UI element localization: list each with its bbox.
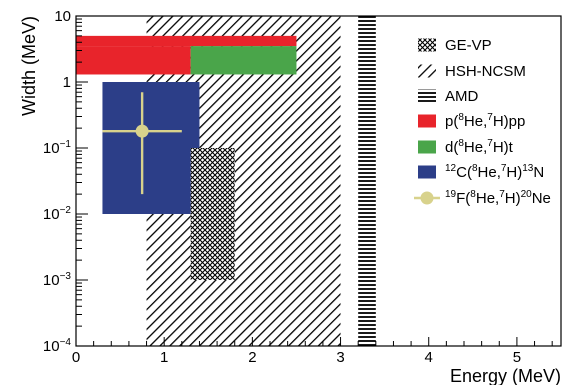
- box-ge-vp-0: [190, 148, 235, 280]
- legend: GE-VP HSH-NCSM AMD p(8He,7H)pp d(8He,7H)t 12C…: [414, 37, 551, 207]
- x-tick-label: 1: [160, 349, 168, 366]
- box-p-pp-1: [76, 46, 191, 75]
- x-axis: 0 1 2 3 4 5: [72, 337, 553, 366]
- y-axis: 10−4 10−3 10−2 10−1 1 10: [43, 8, 88, 355]
- legend-label: d(8He,7H)t: [445, 138, 514, 156]
- legend-entry-d-t: d(8He,7H)t: [418, 138, 514, 156]
- x-tick-label: 5: [513, 349, 521, 366]
- box-amd-0: [358, 16, 376, 346]
- legend-label: AMD: [445, 88, 479, 105]
- legend-symbol: [418, 89, 436, 103]
- legend-label: 12C(8He,7H)13N: [445, 163, 544, 181]
- box-c-n-0: [102, 82, 200, 214]
- legend-symbol: [418, 114, 436, 128]
- box-p-pp-0: [76, 35, 297, 47]
- legend-label: 19F(8He,7H)20Ne: [445, 189, 551, 207]
- y-tick-label: 1: [63, 74, 71, 91]
- y-tick-label: 10−3: [43, 271, 72, 289]
- x-tick-label: 0: [72, 349, 80, 366]
- point-f-ne-0: [135, 124, 149, 138]
- y-tick-label: 10: [54, 8, 71, 25]
- legend-symbol: [418, 38, 436, 52]
- y-axis-label: Width (MeV): [19, 16, 39, 116]
- legend-symbol: [418, 140, 436, 154]
- legend-symbol-marker: [420, 191, 434, 205]
- legend-symbol: [418, 165, 436, 179]
- legend-label: HSH-NCSM: [445, 63, 526, 80]
- legend-entry-amd: AMD: [418, 88, 479, 105]
- plot-area: [76, 16, 376, 346]
- legend-entry-hsh-ncsm: HSH-NCSM: [418, 63, 526, 80]
- legend-entry-c-n: 12C(8He,7H)13N: [418, 163, 544, 181]
- y-tick-label: 10−1: [43, 139, 72, 157]
- legend-entry-f-ne: 19F(8He,7H)20Ne: [414, 189, 551, 207]
- x-tick-label: 3: [336, 349, 344, 366]
- x-tick-label: 2: [248, 349, 256, 366]
- legend-entry-p-pp: p(8He,7H)pp: [418, 112, 525, 130]
- plot-frame: [75, 15, 562, 347]
- legend-label: p(8He,7H)pp: [445, 112, 525, 130]
- y-tick-label: 10−4: [43, 337, 72, 355]
- x-tick-label: 4: [425, 349, 433, 366]
- box-d-t-0: [190, 46, 297, 75]
- x-axis-label: Energy (MeV): [450, 366, 561, 385]
- y-tick-label: 10−2: [43, 205, 72, 223]
- legend-entry-ge-vp: GE-VP: [418, 37, 492, 54]
- legend-symbol: [418, 64, 436, 78]
- legend-label: GE-VP: [445, 37, 492, 54]
